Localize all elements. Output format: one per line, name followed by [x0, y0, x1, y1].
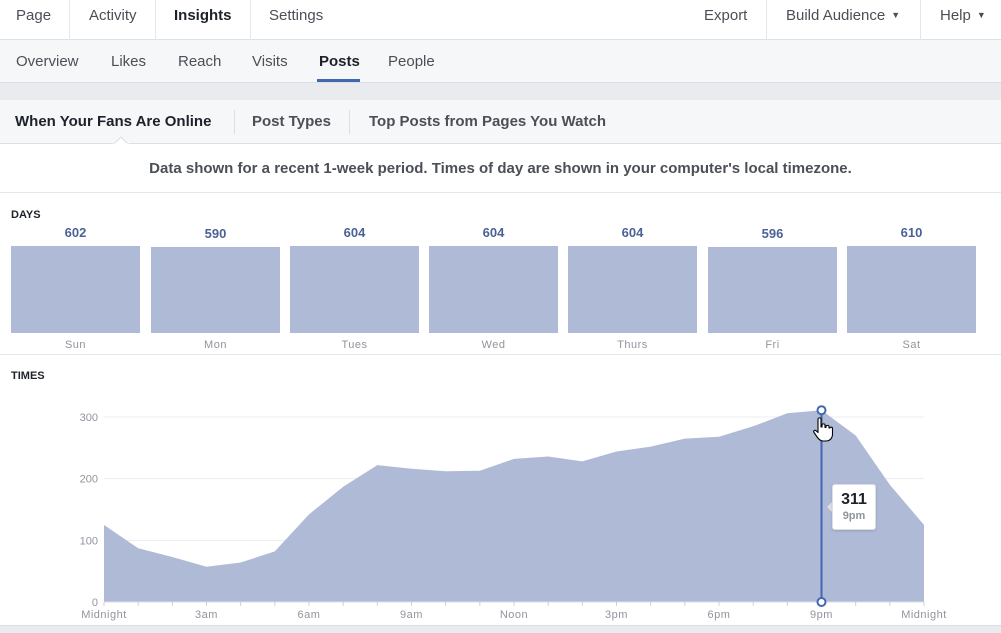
x-tick-label: 6pm [708, 609, 731, 621]
nav-divider [766, 0, 767, 40]
timezone-notice: Data shown for a recent 1-week period. T… [0, 145, 1001, 193]
section-divider [0, 354, 1001, 355]
day-value-label: 590 [204, 226, 227, 241]
x-tick-label: 6am [298, 609, 321, 621]
x-tick-label: 3am [195, 609, 218, 621]
times-area-chart[interactable]: 0 100 200 300 Midnight 3am 6am 9am Noon 3pm 6pm 9pm… [0, 355, 1001, 625]
posts-tabs: When Your Fans Are Online Post Types Top… [0, 100, 1001, 144]
day-bar[interactable] [568, 246, 697, 333]
day-bar[interactable] [151, 247, 280, 333]
help-button[interactable]: Help ▼ [940, 0, 986, 40]
tooltip-time: 9pm [842, 510, 866, 522]
tab-divider [349, 110, 350, 134]
nav-insights[interactable]: Insights [174, 7, 232, 24]
tooltip-value: 311 [841, 491, 867, 508]
y-tick-label: 0 [92, 597, 98, 609]
x-tick-label: Midnight [901, 609, 947, 621]
day-bar[interactable] [708, 246, 837, 333]
y-tick-label: 100 [80, 535, 98, 547]
build-audience-label: Build Audience [786, 7, 886, 24]
insights-subnav: Overview Likes Reach Visits Posts People [0, 40, 1001, 83]
subnav-posts[interactable]: Posts [319, 53, 360, 70]
day-bar[interactable] [11, 246, 140, 333]
active-tab-notch [113, 136, 129, 145]
x-tick-label: Noon [500, 609, 528, 621]
subnav-visits[interactable]: Visits [252, 53, 288, 70]
hand-cursor-icon [813, 417, 834, 442]
nav-activity[interactable]: Activity [89, 7, 137, 24]
day-value-label: 604 [621, 225, 644, 241]
nav-divider [69, 0, 70, 40]
days-section-label: DAYS [11, 209, 41, 221]
subnav-likes[interactable]: Likes [111, 53, 147, 70]
nav-settings[interactable]: Settings [269, 7, 324, 24]
subnav-people[interactable]: People [388, 53, 435, 70]
tab-fans-online[interactable]: When Your Fans Are Online [15, 113, 212, 130]
nav-divider [920, 0, 921, 40]
day-axis-label: Wed [481, 339, 506, 351]
day-axis-label: Fri [765, 339, 780, 351]
day-axis-label: Mon [204, 339, 227, 351]
tooltip-arrow [827, 502, 832, 512]
export-button[interactable]: Export [704, 7, 748, 24]
caret-down-icon: ▼ [891, 10, 901, 20]
help-label: Help [940, 7, 971, 24]
day-bar[interactable] [290, 246, 419, 333]
nav-divider [155, 0, 156, 40]
day-value-label: 610 [900, 224, 923, 240]
day-bar[interactable] [847, 245, 976, 333]
subnav-reach[interactable]: Reach [178, 53, 222, 70]
day-axis-label: Sun [64, 339, 87, 351]
section-spacer [0, 83, 1001, 100]
nav-divider [250, 0, 251, 40]
active-tab-underline [317, 79, 360, 82]
tab-top-posts[interactable]: Top Posts from Pages You Watch [369, 113, 606, 130]
top-nav: Page Activity Insights Settings Export B… [0, 0, 1001, 40]
x-tick-label: 9am [400, 609, 423, 621]
caret-down-icon: ▼ [976, 10, 986, 20]
chart-tooltip: 311 9pm [832, 484, 876, 530]
day-value-label: 604 [482, 225, 505, 241]
x-tick-label: 9pm [810, 609, 833, 621]
highlight-point [816, 405, 827, 416]
times-area [104, 410, 924, 602]
day-axis-label: Tues [341, 339, 368, 351]
day-value-label: 596 [761, 225, 784, 241]
y-tick-label: 300 [80, 412, 98, 424]
day-axis-label: Sat [902, 339, 921, 351]
subnav-overview[interactable]: Overview [16, 53, 79, 70]
tab-post-types[interactable]: Post Types [252, 113, 331, 130]
bottom-spacer [0, 625, 1001, 633]
build-audience-button[interactable]: Build Audience ▼ [786, 0, 900, 40]
times-section-label: TIMES [11, 370, 45, 382]
tab-divider [234, 110, 235, 134]
day-axis-label: Thurs [617, 339, 648, 351]
x-tick-label: Midnight [81, 609, 127, 621]
highlight-base-point [816, 597, 827, 607]
day-bar[interactable] [429, 246, 558, 333]
day-value-label: 604 [343, 225, 366, 241]
y-tick-label: 200 [80, 474, 98, 486]
day-value-label: 602 [64, 225, 87, 241]
nav-page[interactable]: Page [16, 7, 52, 24]
x-tick-label: 3pm [605, 609, 628, 621]
